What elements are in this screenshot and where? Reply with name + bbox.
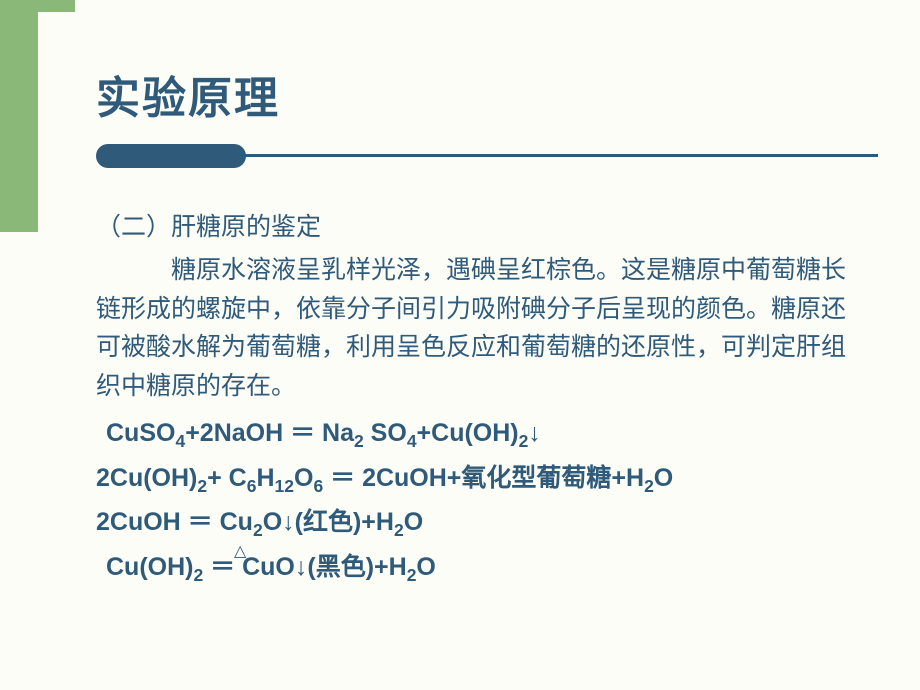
title-section: 实验原理: [38, 12, 908, 168]
body-content: （二）肝糖原的鉴定 糖原水溶液呈乳样光泽，遇碘呈红棕色。这是糖原中葡萄糖长链形成…: [38, 168, 908, 587]
equation-4: △ Cu(OH)2 ＝ CuO↓(黑色)+H2O: [106, 548, 858, 587]
heat-symbol: △: [234, 540, 246, 565]
decoration-side-bar: [0, 12, 38, 232]
decoration-top-bar: [0, 0, 75, 12]
slide-title: 实验原理: [96, 62, 908, 126]
slide-content: 实验原理 （二）肝糖原的鉴定 糖原水溶液呈乳样光泽，遇碘呈红棕色。这是糖原中葡萄…: [38, 12, 908, 678]
subheading: （二）肝糖原的鉴定: [96, 208, 858, 247]
equation-3: 2CuOH ＝ Cu2O↓(红色)+H2O: [96, 503, 858, 542]
title-underline: [96, 144, 908, 168]
equation-2: 2Cu(OH)2+ C6H12O6 ＝ 2CuOH+氧化型葡萄糖+H2O: [96, 459, 858, 498]
equation-1: CuSO4+2NaOH ＝ Na2 SO4+Cu(OH)2↓: [106, 414, 858, 453]
underline-line: [156, 154, 878, 157]
paragraph: 糖原水溶液呈乳样光泽，遇碘呈红棕色。这是糖原中葡萄糖长链形成的螺旋中，依靠分子间…: [96, 251, 858, 406]
